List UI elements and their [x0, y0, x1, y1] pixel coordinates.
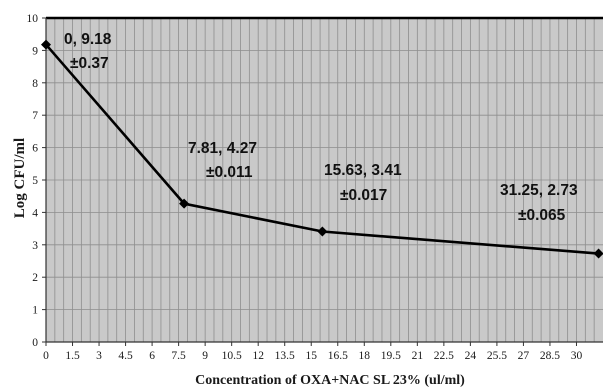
x-tick-label: 19.5 [381, 350, 401, 362]
x-tick-label: 4.5 [118, 350, 133, 362]
x-tick-label: 7.5 [171, 350, 186, 362]
x-tick-label: 22.5 [434, 350, 454, 362]
y-tick-label: 0 [32, 337, 38, 349]
y-axis-title: Log CFU/ml [12, 138, 28, 218]
y-tick-label: 2 [32, 272, 38, 284]
y-tick-label: 9 [32, 45, 38, 57]
y-tick-label: 5 [32, 175, 38, 187]
x-tick-label: 28.5 [540, 350, 560, 362]
x-tick-label: 0 [43, 350, 49, 362]
data-label-error: ±0.065 [518, 207, 566, 224]
x-tick-label: 25.5 [487, 350, 507, 362]
y-tick-label: 6 [32, 143, 38, 155]
x-tick-label: 27 [518, 350, 530, 362]
x-tick-label: 1.5 [65, 350, 80, 362]
data-label: 7.81, 4.27 [188, 140, 257, 157]
x-axis-title: Concentration of OXA+NAC SL 23% (ul/ml) [195, 373, 465, 388]
x-tick-label: 24 [465, 350, 477, 362]
x-tick-label: 12 [252, 350, 264, 362]
x-tick-label: 15 [305, 350, 317, 362]
y-tick-label: 10 [27, 13, 39, 25]
y-tick-label: 1 [32, 305, 38, 317]
x-tick-label: 30 [571, 350, 583, 362]
x-tick-label: 6 [149, 350, 155, 362]
y-tick-label: 7 [32, 110, 38, 122]
x-tick-label: 21 [412, 350, 424, 362]
y-tick-label: 8 [32, 78, 38, 90]
x-tick-label: 18 [359, 350, 371, 362]
x-tick-label: 9 [202, 350, 208, 362]
data-label: 15.63, 3.41 [324, 162, 402, 179]
data-label-error: ±0.011 [206, 164, 253, 181]
y-tick-label: 4 [32, 207, 38, 219]
x-tick-label: 10.5 [222, 350, 242, 362]
data-label-error: ±0.37 [70, 55, 109, 72]
x-tick-label: 3 [96, 350, 102, 362]
y-tick-label: 3 [32, 240, 38, 252]
data-label: 31.25, 2.73 [500, 182, 578, 199]
x-tick-label: 16.5 [328, 350, 348, 362]
data-label: 0, 9.18 [64, 31, 112, 48]
x-tick-label: 13.5 [275, 350, 295, 362]
data-label-error: ±0.017 [340, 187, 387, 204]
